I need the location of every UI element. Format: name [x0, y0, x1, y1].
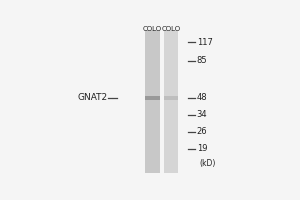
Text: 34: 34: [197, 110, 207, 119]
Text: 19: 19: [197, 144, 207, 153]
Text: 117: 117: [197, 38, 213, 47]
Text: 48: 48: [197, 93, 207, 102]
Text: (kD): (kD): [199, 159, 215, 168]
Bar: [146, 30, 160, 173]
Text: COLO: COLO: [143, 26, 162, 32]
Bar: [164, 96, 178, 100]
Bar: [164, 30, 178, 173]
Bar: [146, 96, 160, 100]
Text: GNAT2: GNAT2: [77, 93, 107, 102]
Text: 26: 26: [197, 127, 207, 136]
Text: COLO: COLO: [162, 26, 181, 32]
Text: 85: 85: [197, 56, 207, 65]
